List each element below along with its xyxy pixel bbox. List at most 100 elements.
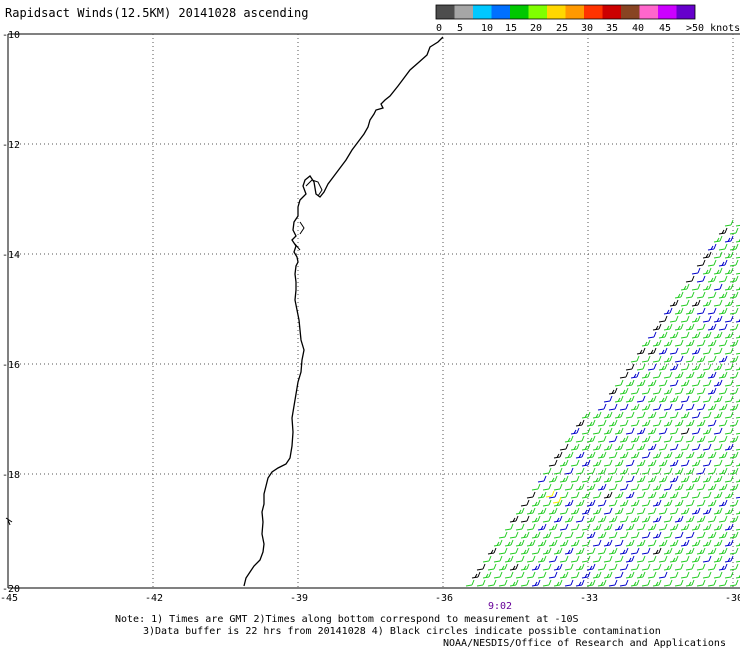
wind-barb — [718, 483, 728, 491]
wind-barb — [520, 579, 530, 587]
wind-barb — [674, 387, 684, 395]
wind-barb — [680, 347, 690, 355]
wind-barb — [641, 531, 651, 539]
wind-barb — [570, 539, 580, 547]
wind-barb — [735, 256, 740, 259]
wind-barb — [696, 547, 706, 555]
wind-barb — [729, 419, 739, 427]
wind-barb — [669, 491, 679, 499]
wind-barb — [647, 395, 657, 403]
wind-barb — [669, 523, 679, 531]
wind-barb — [718, 563, 728, 571]
wind-barb — [713, 267, 723, 275]
colorbar-swatch — [621, 5, 640, 19]
bay-islands — [294, 179, 323, 251]
wind-barb — [647, 555, 657, 563]
latitude-label: -20 — [2, 584, 20, 595]
wind-barb — [718, 451, 728, 459]
wind-barb — [696, 323, 706, 331]
wind-barb — [559, 571, 569, 579]
wind-barb — [575, 419, 585, 427]
wind-barb — [542, 499, 552, 507]
wind-barb — [625, 443, 635, 451]
wind-barb — [625, 379, 635, 387]
wind-barb — [509, 547, 519, 555]
wind-barb — [724, 315, 734, 323]
wind-barb — [696, 403, 706, 411]
wind-barb — [713, 523, 723, 531]
wind-barb — [581, 507, 591, 515]
wind-barb — [564, 547, 574, 555]
wind-barb — [597, 435, 607, 443]
wind-barb — [509, 515, 519, 523]
wind-barb — [680, 539, 690, 547]
wind-barb — [685, 307, 695, 315]
wind-barb — [718, 387, 728, 395]
wind-barb — [608, 403, 618, 411]
wind-barb — [603, 475, 613, 483]
wind-barb — [597, 451, 607, 459]
wind-barb — [570, 555, 580, 563]
wind-barb — [625, 427, 635, 435]
wind-barb — [663, 515, 673, 523]
wind-barb — [608, 499, 618, 507]
wind-barb — [713, 571, 723, 579]
wind-barb — [691, 267, 701, 275]
wind-barb — [696, 531, 706, 539]
wind-barb — [674, 291, 684, 299]
wind-barb — [592, 443, 602, 451]
wind-barb — [603, 459, 613, 467]
wind-barb — [729, 387, 739, 395]
wind-barb — [663, 339, 673, 347]
wind-barb — [542, 483, 552, 491]
wind-barb — [564, 563, 574, 571]
wind-barb — [707, 531, 717, 539]
wind-barb — [713, 459, 723, 467]
wind-barb — [724, 379, 734, 387]
longitude-label: -39 — [290, 593, 308, 604]
wind-barb — [531, 531, 541, 539]
wind-barb — [520, 499, 530, 507]
wind-barb — [713, 235, 723, 243]
wind-barb — [608, 579, 618, 587]
wind-barb — [669, 427, 679, 435]
wind-barb — [680, 491, 690, 499]
wind-barb — [707, 339, 717, 347]
wind-barb — [718, 467, 728, 475]
wind-barb — [707, 323, 717, 331]
wind-barb — [724, 539, 734, 547]
wind-barb — [713, 427, 723, 435]
wind-barb — [658, 427, 668, 435]
wind-barb — [597, 579, 607, 587]
wind-barb — [537, 555, 547, 563]
wind-barb — [608, 515, 618, 523]
wind-barb — [729, 403, 739, 411]
wind-barb — [548, 475, 558, 483]
wind-barb — [636, 539, 646, 547]
wind-barb — [619, 451, 629, 459]
wind-barb — [652, 579, 662, 587]
wind-barb — [652, 499, 662, 507]
wind-barb — [520, 547, 530, 555]
wind-barb — [641, 467, 651, 475]
wind-barb — [680, 315, 690, 323]
wind-barb — [718, 419, 728, 427]
wind-barb — [531, 547, 541, 555]
wind-barb — [614, 475, 624, 483]
wind-barb — [680, 555, 690, 563]
wind-barb — [669, 571, 679, 579]
wind-barb — [542, 547, 552, 555]
wind-barb — [542, 579, 552, 587]
wind-barb — [537, 475, 547, 483]
wind-barb — [707, 467, 717, 475]
wind-barb — [630, 371, 640, 379]
wind-barb — [735, 334, 740, 339]
wind-speed-colorbar — [435, 4, 696, 20]
wind-barb — [702, 363, 712, 371]
wind-barb — [526, 539, 536, 547]
wind-barb — [614, 459, 624, 467]
wind-barb — [718, 227, 728, 235]
wind-barb — [674, 419, 684, 427]
longitude-label: -33 — [580, 593, 598, 604]
wind-barb — [735, 398, 740, 403]
